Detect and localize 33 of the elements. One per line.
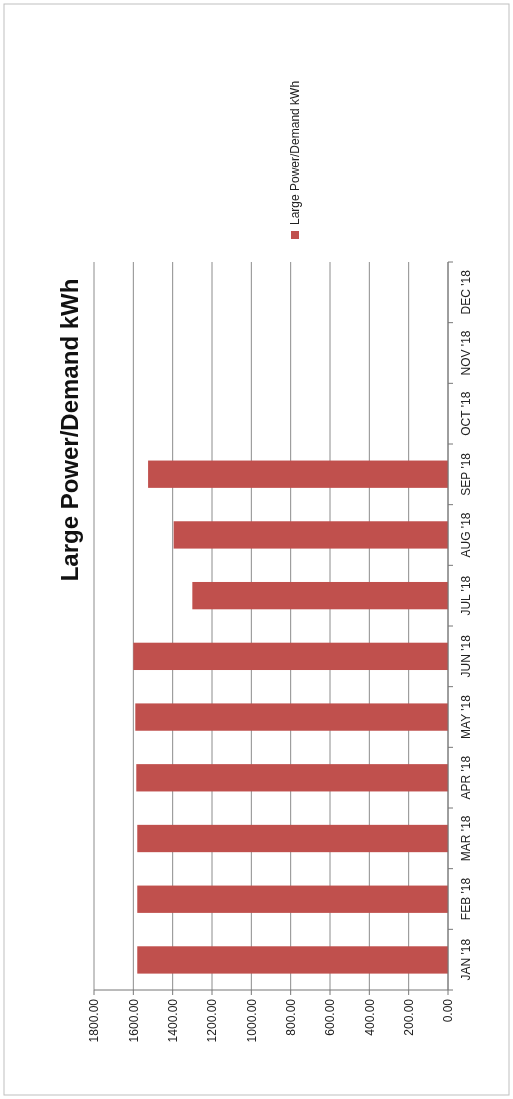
y-tick-label: SEP '18 [459, 452, 473, 496]
y-tick-label: MAY '18 [459, 694, 473, 739]
bar [137, 946, 448, 974]
x-tick-label: 400.00 [362, 998, 377, 1036]
y-tick-label: DEC '18 [459, 269, 473, 315]
x-tick-label: 1800.00 [87, 998, 102, 1043]
bar [173, 521, 448, 549]
x-tick-label: 1200.00 [205, 998, 220, 1043]
text: Large Power/Demand kWh [288, 80, 303, 225]
y-tick-label: AUG '18 [459, 512, 473, 558]
bar [133, 642, 448, 671]
text: Large Power/Demand kWh [56, 278, 83, 582]
x-tick-label: 1000.00 [244, 998, 259, 1043]
bar [135, 703, 448, 731]
x-tick-label: 200.00 [401, 998, 416, 1036]
x-tick-label: 800.00 [283, 998, 298, 1036]
bar [192, 581, 448, 610]
y-tick-label: MAR '18 [459, 815, 473, 862]
y-tick-label: APR '18 [459, 755, 473, 800]
bar [148, 460, 448, 488]
y-tick-label: JUN '18 [459, 634, 473, 678]
bar [137, 824, 448, 853]
x-tick-label: 1600.00 [126, 998, 141, 1043]
y-tick-label: NOV '18 [459, 330, 473, 376]
x-tick-label: 1400.00 [165, 998, 180, 1043]
bar [136, 764, 448, 792]
y-tick-label: JAN '18 [459, 938, 473, 981]
x-tick-label: 0.00 [441, 998, 456, 1023]
bar [137, 885, 448, 913]
x-tick-label: 600.00 [323, 998, 338, 1036]
y-tick-label: OCT '18 [459, 391, 473, 436]
y-tick-label: JUL '18 [459, 575, 473, 616]
y-tick-label: FEB '18 [459, 877, 473, 921]
